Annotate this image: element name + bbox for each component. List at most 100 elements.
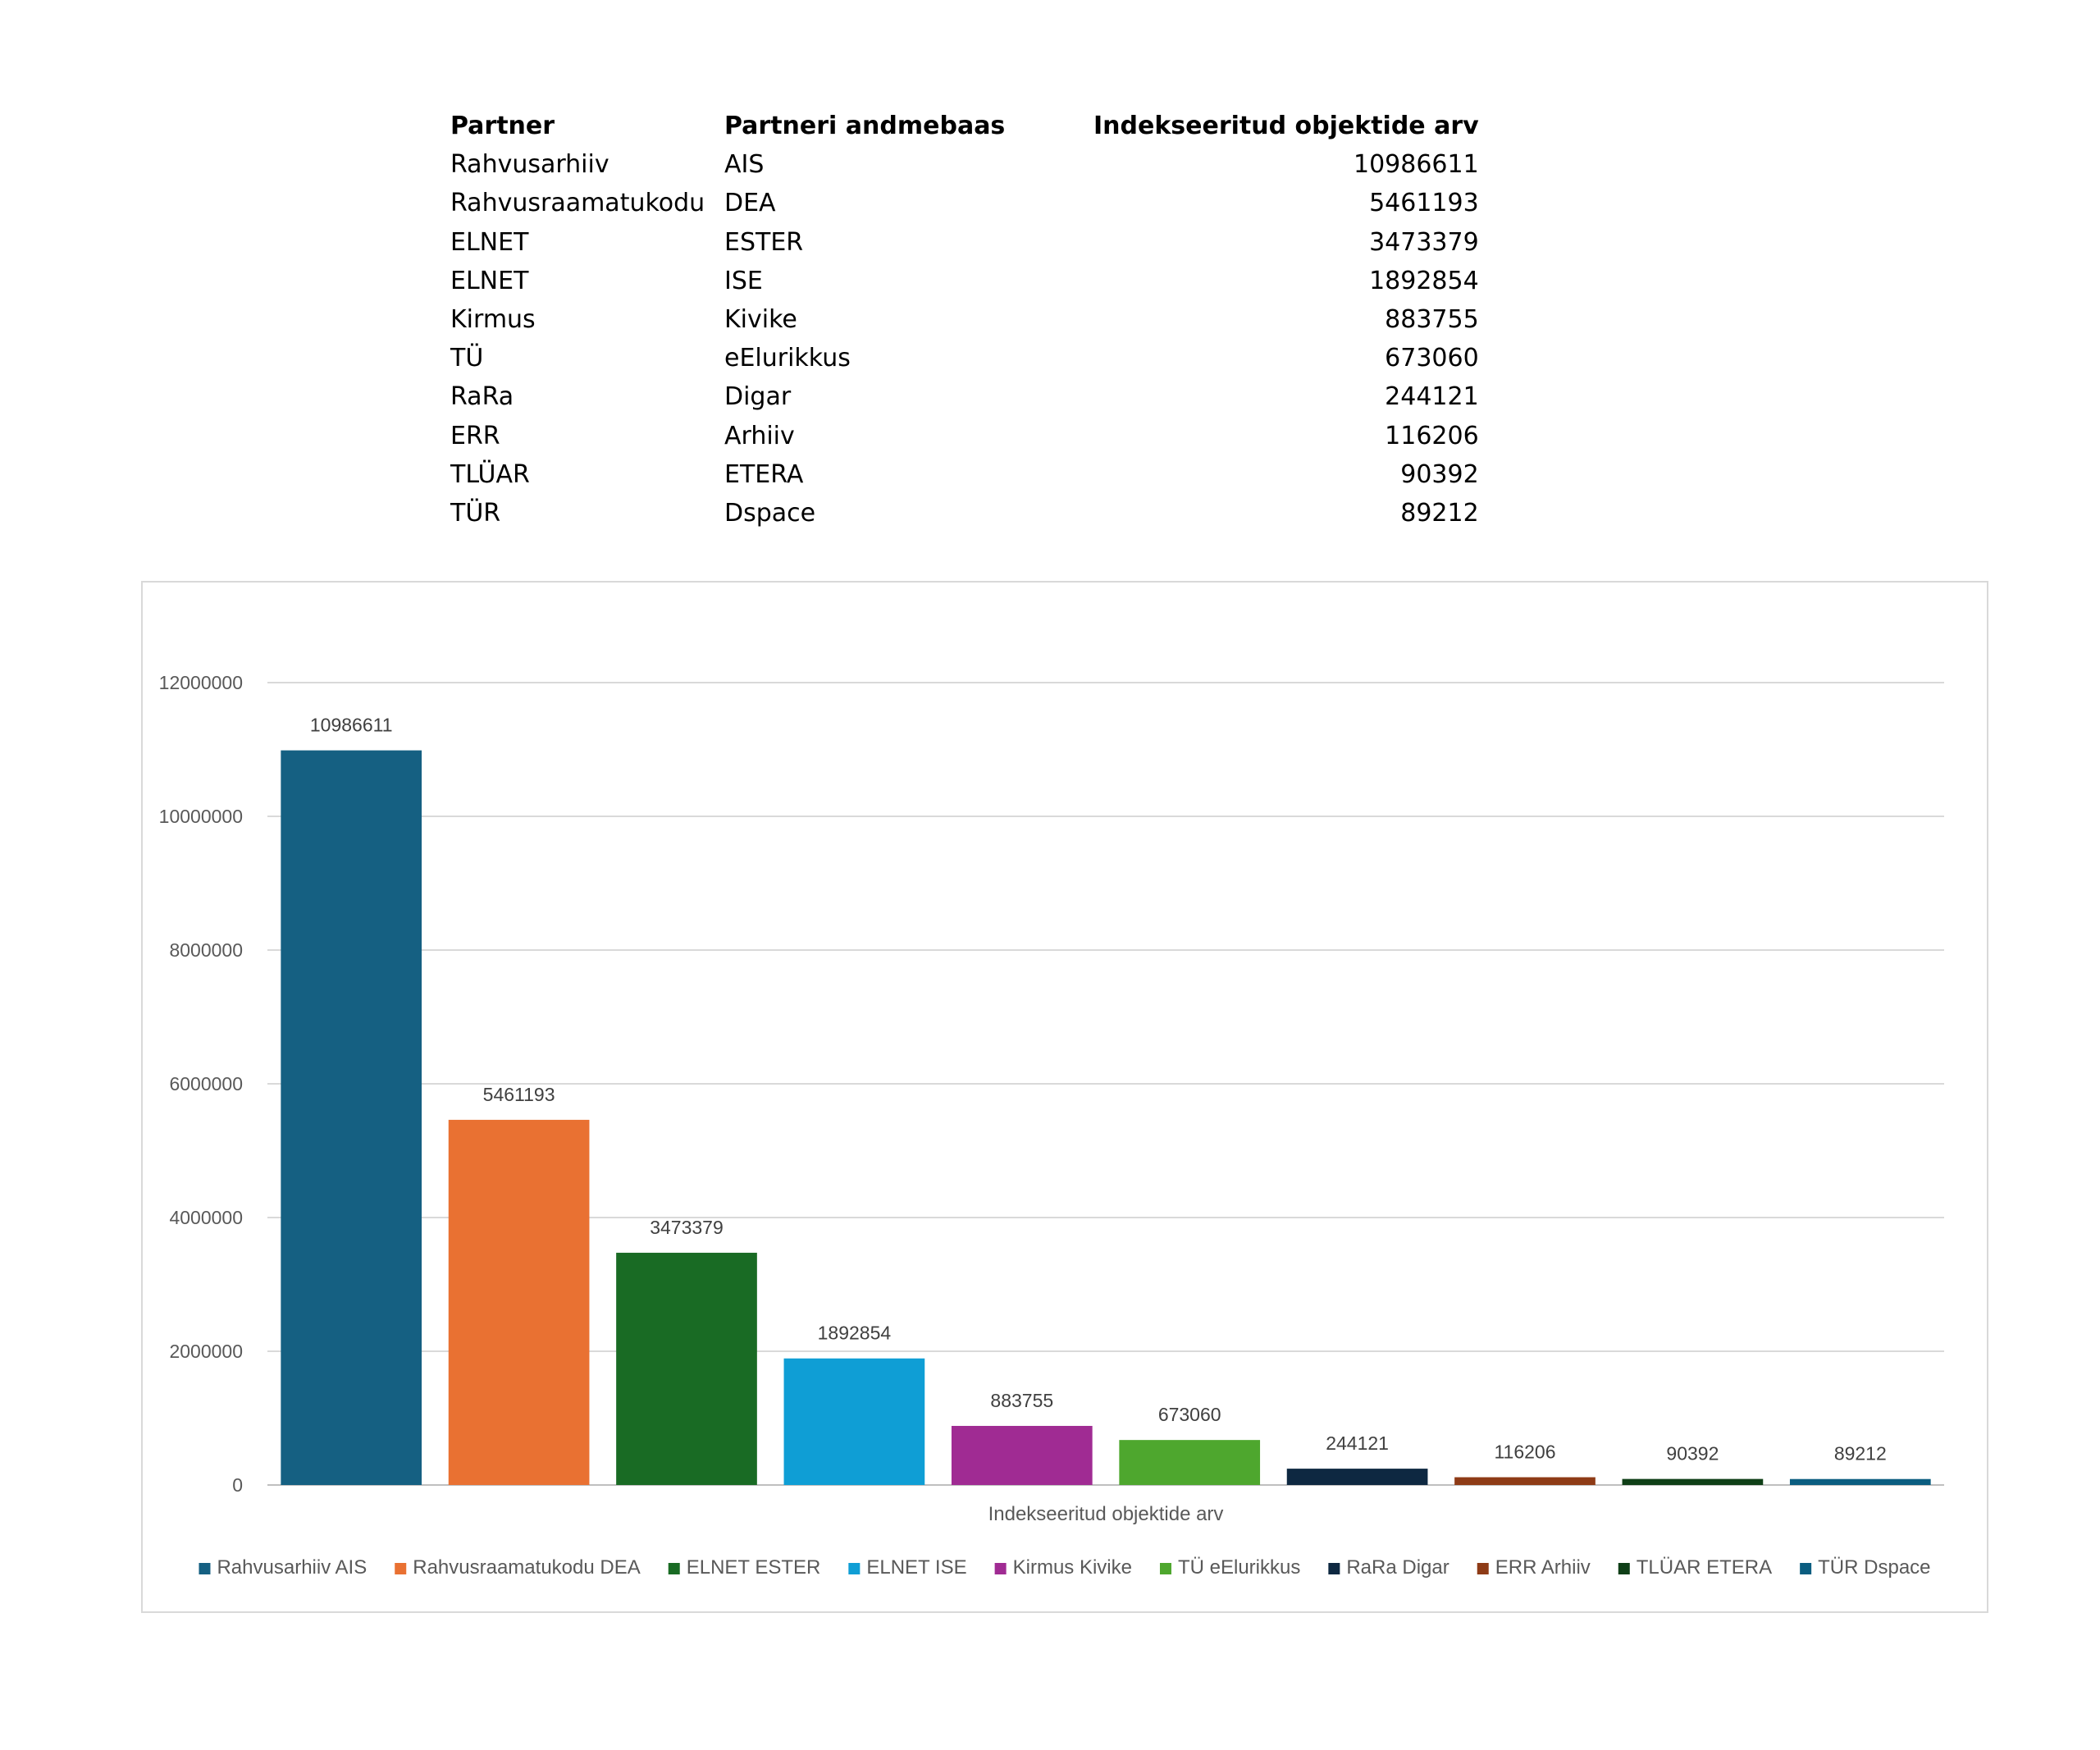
cell-count: 3473379 [1369, 227, 1479, 257]
y-tick-label: 0 [232, 1474, 243, 1496]
legend-label: Rahvusraamatukodu DEA [413, 1556, 640, 1579]
bar [783, 1358, 925, 1485]
data-label: 1892854 [818, 1323, 892, 1344]
cell-database: eElurikkus [724, 344, 851, 373]
cell-database: ESTER [724, 227, 804, 257]
legend-label: Rahvusarhiiv AIS [217, 1556, 367, 1579]
table-row: ELNET ESTER 3473379 [439, 223, 1482, 262]
cell-database: Arhiiv [724, 421, 795, 450]
cell-database: DEA [724, 189, 776, 218]
y-tick-label: 8000000 [169, 939, 243, 961]
legend-label: ELNET ISE [866, 1556, 966, 1579]
legend-item: ERR Arhiiv [1477, 1556, 1591, 1579]
bar [1454, 1477, 1596, 1485]
cell-partner: Rahvusraamatukodu [450, 189, 705, 218]
header-partner: Partner [450, 112, 555, 140]
bar [1622, 1478, 1764, 1485]
bars [281, 750, 1931, 1485]
y-tick-label: 4000000 [169, 1207, 243, 1228]
cell-count: 90392 [1400, 459, 1479, 489]
bar-chart: 0 2000000 4000000 6000000 8000000 10000000 120… [159, 672, 1944, 1579]
table-row: ELNET ISE 1892854 [439, 262, 1482, 300]
legend-item: Rahvusraamatukodu DEA [395, 1556, 641, 1579]
bar [616, 1252, 757, 1485]
legend-swatch [668, 1563, 680, 1574]
cell-count: 116206 [1385, 421, 1479, 450]
cell-partner: ERR [450, 421, 500, 450]
legend-swatch [1328, 1563, 1340, 1574]
legend-item: RaRa Digar [1328, 1556, 1449, 1579]
table-row: Rahvusarhiiv AIS 10986611 [439, 145, 1482, 184]
cell-count: 244121 [1385, 382, 1479, 412]
cell-database: ISE [724, 266, 763, 295]
legend-label: ELNET ESTER [687, 1556, 821, 1579]
legend-label: TÜ eElurikkus [1178, 1556, 1300, 1579]
x-axis-title: Indekseeritud objektide arv [988, 1503, 1224, 1525]
cell-database: AIS [724, 150, 765, 180]
cell-partner: RaRa [450, 382, 514, 412]
legend-label: TÜR Dspace [1818, 1556, 1930, 1579]
table-row: TÜ eElurikkus 673060 [439, 339, 1482, 377]
y-axis-ticks: 0 2000000 4000000 6000000 8000000 10000000 120… [159, 672, 243, 1496]
legend-swatch [994, 1563, 1007, 1574]
table-row: Kirmus Kivike 883755 [439, 300, 1482, 339]
cell-partner: ELNET [450, 266, 529, 295]
table-body: Rahvusarhiiv AIS 10986611 Rahvusraamatukodu… [439, 145, 1482, 532]
cell-partner: Kirmus [450, 305, 536, 335]
data-label: 90392 [1666, 1443, 1719, 1464]
data-label: 116206 [1494, 1442, 1555, 1463]
cell-partner: ELNET [450, 227, 529, 257]
legend-swatch [1477, 1563, 1489, 1574]
chart-frame: 0 2000000 4000000 6000000 8000000 10000000 120… [141, 581, 1988, 1613]
data-table: Partner Partneri andmebaas Indekseeritud… [439, 107, 1482, 532]
cell-database: Kivike [724, 305, 797, 335]
data-label: 89212 [1834, 1443, 1887, 1464]
legend-item: Rahvusarhiiv AIS [199, 1556, 367, 1579]
bar [448, 1119, 590, 1485]
bar [1286, 1469, 1428, 1485]
legend-item: ELNET ISE [848, 1556, 967, 1579]
cell-count: 1892854 [1369, 266, 1479, 295]
y-tick-label: 6000000 [169, 1073, 243, 1094]
data-labels: 10986611 5461193 3473379 1892854 883755 67306… [310, 715, 1887, 1464]
legend-item: TÜ eElurikkus [1159, 1556, 1300, 1579]
table-row: Rahvusraamatukodu DEA 5461193 [439, 184, 1482, 222]
data-label: 3473379 [650, 1217, 724, 1238]
legend-label: ERR Arhiiv [1495, 1556, 1591, 1579]
y-tick-label: 12000000 [159, 672, 243, 693]
y-tick-label: 10000000 [159, 806, 243, 827]
legend: Rahvusarhiiv AIS Rahvusraamatukodu DEA ELN… [199, 1556, 1931, 1579]
cell-count: 5461193 [1369, 189, 1479, 218]
legend-label: Kirmus Kivike [1013, 1556, 1132, 1579]
cell-count: 10986611 [1353, 150, 1479, 180]
legend-label: TLÜAR ETERA [1637, 1556, 1772, 1579]
legend-item: TLÜAR ETERA [1618, 1556, 1772, 1579]
bar [951, 1425, 1093, 1485]
bar [1119, 1440, 1261, 1485]
legend-swatch [848, 1563, 861, 1574]
header-count: Indekseeritud objektide arv [1093, 112, 1479, 140]
cell-partner: TÜ [450, 344, 484, 373]
y-tick-label: 2000000 [169, 1341, 243, 1362]
legend-item: TÜR Dspace [1800, 1556, 1931, 1579]
cell-partner: TÜR [450, 499, 501, 528]
legend-item: ELNET ESTER [668, 1556, 821, 1579]
cell-database: Dspace [724, 499, 816, 528]
data-label: 673060 [1158, 1404, 1221, 1425]
data-label: 10986611 [310, 715, 393, 736]
cell-count: 883755 [1385, 305, 1479, 335]
legend-swatch [1618, 1563, 1630, 1574]
legend-swatch [1800, 1563, 1812, 1574]
cell-database: Digar [724, 382, 792, 412]
bar [281, 750, 422, 1485]
legend-swatch [1159, 1563, 1171, 1574]
table-header-row: Partner Partneri andmebaas Indekseeritud… [439, 107, 1482, 145]
bar [1789, 1478, 1931, 1485]
cell-count: 673060 [1385, 344, 1479, 373]
table-row: ERR Arhiiv 116206 [439, 417, 1482, 455]
header-database: Partneri andmebaas [724, 112, 1006, 140]
data-label: 5461193 [483, 1084, 555, 1105]
table-row: TLÜAR ETERA 90392 [439, 455, 1482, 494]
cell-partner: Rahvusarhiiv [450, 150, 609, 180]
cell-partner: TLÜAR [450, 459, 530, 489]
